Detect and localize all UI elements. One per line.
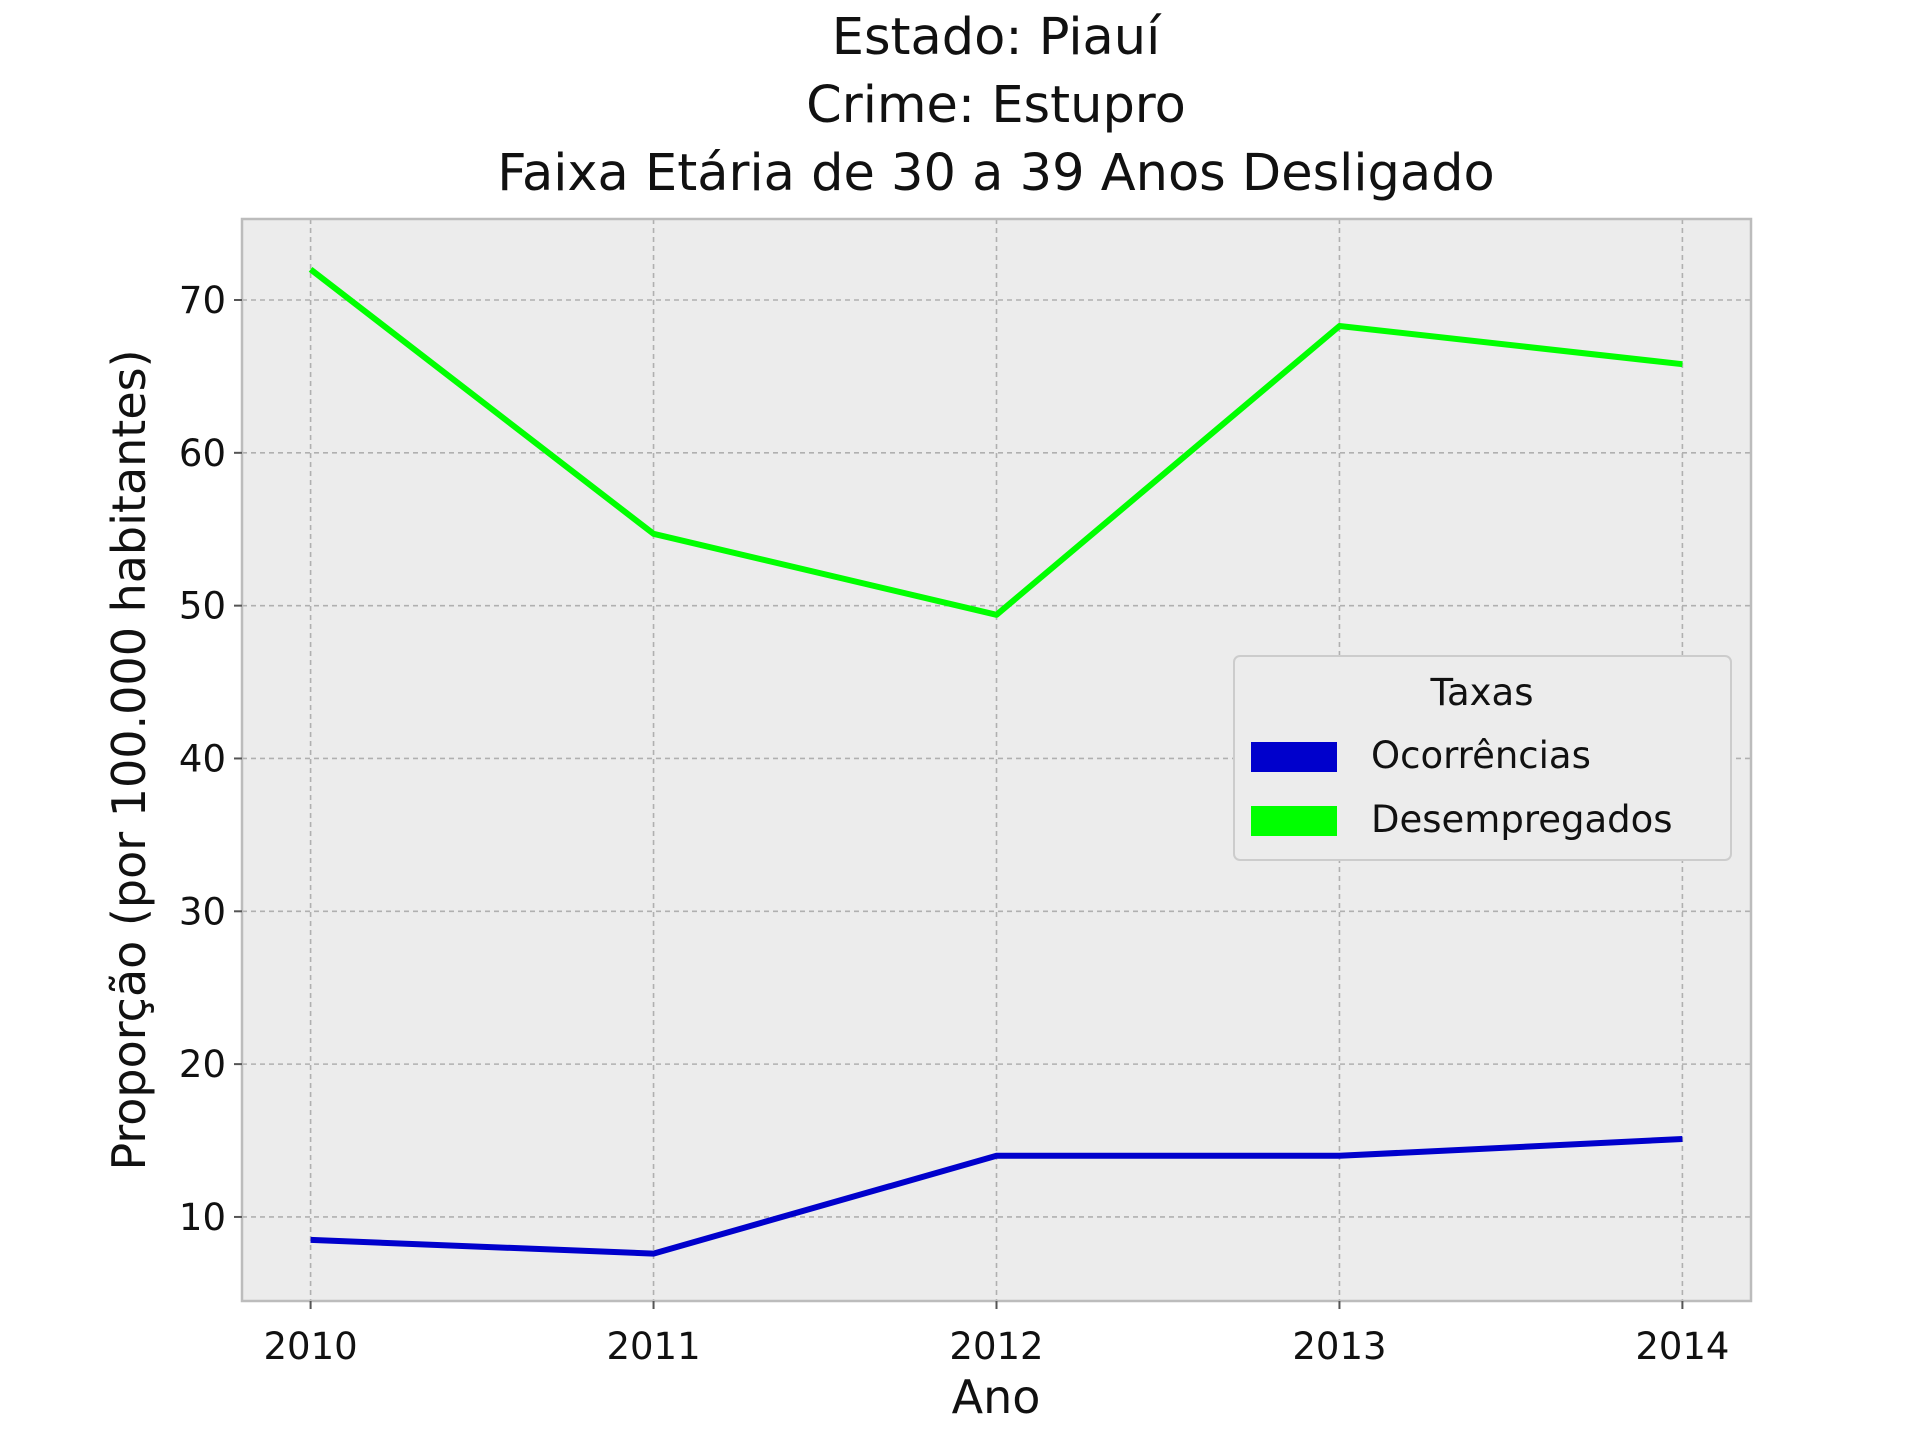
y-axis-label: Proporção (por 100.000 habitantes) (102, 349, 156, 1170)
y-tick-label: 40 (179, 737, 226, 780)
y-tick-label: 70 (179, 279, 226, 322)
series-line-0 (310, 1136, 1683, 1257)
legend-label-desempregados: Desempregados (1371, 798, 1673, 841)
x-tick-label: 2013 (1292, 1325, 1386, 1368)
x-tick-label: 2010 (264, 1325, 358, 1368)
legend: Taxas Ocorrências Desempregados (1233, 655, 1732, 861)
legend-swatch-ocorrencias (1251, 742, 1337, 772)
legend-box (1233, 655, 1732, 861)
y-tick-label: 10 (179, 1196, 226, 1239)
legend-swatch-desempregados (1251, 806, 1337, 836)
y-tick-label: 50 (179, 585, 226, 628)
y-tick-label: 20 (179, 1043, 226, 1086)
legend-label-ocorrencias: Ocorrências (1371, 734, 1591, 777)
x-axis-ticks: 2010 2011 2012 2013 2014 (264, 1301, 1729, 1368)
y-tick-label: 60 (179, 432, 226, 475)
chart-title: Estado: Piauí Crime: Estupro Faixa Etári… (497, 8, 1494, 203)
x-axis-label: Ano (952, 1370, 1041, 1424)
x-tick-label: 2014 (1635, 1325, 1729, 1368)
title-line-3: Faixa Etária de 30 a 39 Anos Desligado (497, 144, 1494, 203)
y-tick-label: 30 (179, 890, 226, 933)
title-line-1: Estado: Piauí (832, 8, 1162, 67)
series-line-1 (308, 267, 1683, 618)
y-axis-ticks: 10 20 30 40 50 60 70 (179, 279, 242, 1239)
legend-title: Taxas (1430, 671, 1534, 714)
series-lines (308, 267, 1683, 1257)
x-tick-label: 2012 (949, 1325, 1043, 1368)
title-line-2: Crime: Estupro (806, 76, 1186, 135)
x-tick-label: 2011 (606, 1325, 700, 1368)
